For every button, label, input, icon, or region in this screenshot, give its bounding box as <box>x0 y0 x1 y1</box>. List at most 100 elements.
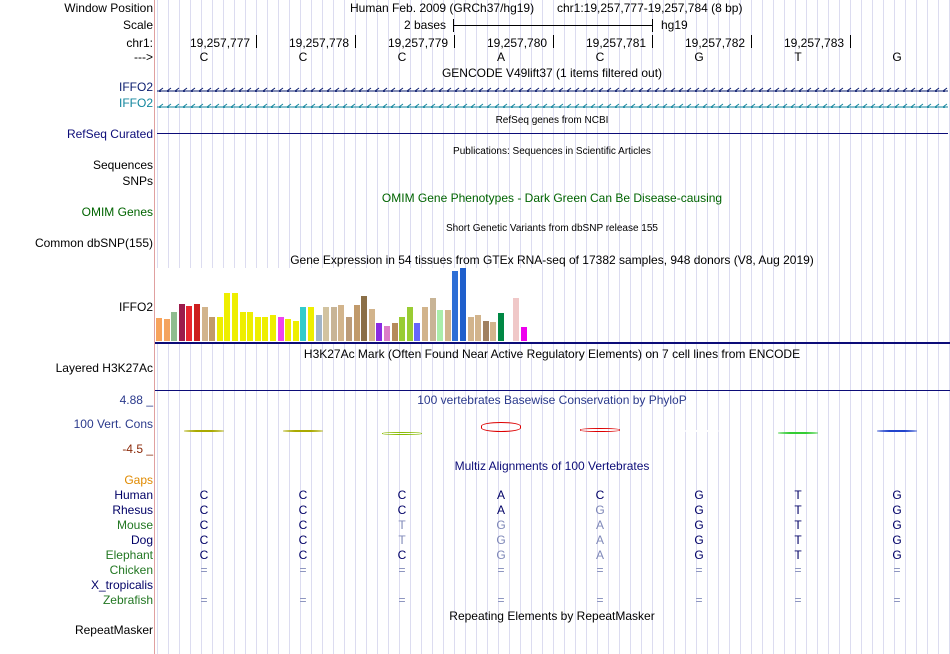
gtex-tissue-bar[interactable] <box>437 310 444 341</box>
gtex-tissue-bar[interactable] <box>467 317 474 341</box>
gtex-tissue-bar[interactable] <box>353 305 360 341</box>
gtex-tissue-bar[interactable] <box>399 317 406 341</box>
gtex-gene-label[interactable]: IFFO2 <box>118 300 153 314</box>
gtex-tissue-bar[interactable] <box>178 304 185 341</box>
omim-label[interactable]: OMIM Genes <box>81 205 153 219</box>
phylop-score-mark[interactable] <box>382 432 422 435</box>
gtex-tissue-bar[interactable] <box>361 296 368 341</box>
multiz-species-label[interactable]: Mouse <box>116 518 153 532</box>
repeatmasker-label[interactable]: RepeatMasker <box>74 623 153 637</box>
gtex-tissue-bar[interactable] <box>338 305 345 341</box>
gtex-tissue-bar[interactable] <box>475 315 482 341</box>
gencode-gene-1[interactable] <box>157 84 948 92</box>
refseq-track-title[interactable]: RefSeq genes from NCBI <box>495 115 609 126</box>
phylop-score-mark[interactable] <box>877 430 917 432</box>
gtex-tissue-bar[interactable] <box>216 317 223 341</box>
base-letter[interactable]: G <box>694 50 704 64</box>
gtex-tissue-bar[interactable] <box>292 321 299 341</box>
gtex-tissue-bar[interactable] <box>209 317 216 341</box>
gtex-tissue-bar[interactable] <box>323 307 330 341</box>
dbsnp-label[interactable]: Common dbSNP(155) <box>34 236 153 250</box>
gtex-tissue-bar[interactable] <box>482 321 489 341</box>
gtex-tissue-bar[interactable] <box>300 307 307 341</box>
gtex-tissue-bar[interactable] <box>520 327 527 341</box>
phylop-score-mark[interactable] <box>580 428 620 432</box>
gtex-tissue-bar[interactable] <box>201 307 208 341</box>
gencode-item-label-2[interactable]: IFFO2 <box>118 96 153 110</box>
multiz-species-label[interactable]: Human <box>114 488 153 502</box>
publications-track-title[interactable]: Publications: Sequences in Scientific Ar… <box>453 146 651 157</box>
gtex-tissue-bar[interactable] <box>232 293 238 341</box>
gtex-tissue-bar[interactable] <box>346 317 352 341</box>
base-letter[interactable]: C <box>298 50 308 64</box>
dbsnp-track-title[interactable]: Short Genetic Variants from dbSNP releas… <box>446 223 658 234</box>
gtex-tissue-bar[interactable] <box>414 323 421 341</box>
repeatmasker-track-title[interactable]: Repeating Elements by RepeatMasker <box>449 609 655 623</box>
multiz-species-label[interactable]: Elephant <box>105 548 153 562</box>
gtex-tissue-bar[interactable] <box>490 322 497 341</box>
base-letter[interactable]: C <box>595 50 605 64</box>
gtex-track-title[interactable]: Gene Expression in 54 tissues from GTEx … <box>290 253 814 267</box>
gtex-tissue-bar[interactable] <box>444 310 451 341</box>
multiz-species-label[interactable]: Zebrafish <box>102 593 153 607</box>
gtex-tissue-bar[interactable] <box>262 317 269 341</box>
gtex-tissue-bar[interactable] <box>254 317 261 341</box>
phylop-score-mark[interactable] <box>184 430 224 432</box>
gtex-tissue-bar[interactable] <box>498 313 504 341</box>
base-letter[interactable]: G <box>892 50 902 64</box>
gtex-tissue-bar[interactable] <box>270 315 276 341</box>
multiz-species-label[interactable]: Dog <box>130 533 153 547</box>
omim-track-title[interactable]: OMIM Gene Phenotypes - Dark Green Can Be… <box>381 191 723 205</box>
h3k27ac-track-title[interactable]: H3K27Ac Mark (Often Found Near Active Re… <box>303 347 801 361</box>
gtex-tissue-bar[interactable] <box>239 312 246 341</box>
base-letter[interactable]: T <box>794 50 802 64</box>
h3k27ac-label[interactable]: Layered H3K27Ac <box>55 361 153 375</box>
gtex-tissue-bar[interactable] <box>156 318 162 341</box>
gencode-track-title[interactable]: GENCODE V49lift37 (1 items filtered out) <box>441 66 663 80</box>
gtex-tissue-bar[interactable] <box>505 326 512 341</box>
gaps-label[interactable]: Gaps <box>124 473 153 487</box>
multiz-species-label[interactable]: X_tropicalis <box>90 578 153 592</box>
gtex-tissue-bar[interactable] <box>384 326 390 341</box>
base-letter[interactable]: A <box>496 50 506 64</box>
base-letter[interactable]: C <box>397 50 407 64</box>
gtex-tissue-bar[interactable] <box>376 323 383 341</box>
gtex-tissue-bar[interactable] <box>429 298 436 341</box>
gencode-gene-2[interactable] <box>157 100 948 108</box>
gtex-tissue-bar[interactable] <box>452 271 459 341</box>
phylop-score-mark[interactable] <box>283 430 323 432</box>
gtex-tissue-bar[interactable] <box>315 315 322 341</box>
gtex-tissue-bar[interactable] <box>513 298 520 341</box>
phylop-score-mark[interactable] <box>679 430 719 432</box>
refseq-label[interactable]: RefSeq Curated <box>66 127 153 141</box>
gtex-tissue-bar[interactable] <box>277 317 284 341</box>
gtex-tissue-bar[interactable] <box>171 312 178 341</box>
phylop-label[interactable]: 100 Vert. Cons <box>73 417 153 431</box>
multiz-species-label[interactable]: Chicken <box>109 563 153 577</box>
gtex-tissue-bar[interactable] <box>308 307 314 341</box>
base-letter[interactable]: C <box>199 50 209 64</box>
phylop-score-mark[interactable] <box>481 422 521 432</box>
gtex-tissue-bar[interactable] <box>391 323 398 341</box>
refseq-gene-line[interactable] <box>157 133 948 134</box>
phylop-track-title[interactable]: 100 vertebrates Basewise Conservation by… <box>417 393 687 407</box>
gtex-tissue-bar[interactable] <box>224 293 231 341</box>
snps-label[interactable]: SNPs <box>122 174 153 188</box>
gtex-tissue-bar[interactable] <box>406 307 413 341</box>
sequences-label[interactable]: Sequences <box>92 158 153 172</box>
gtex-tissue-bar[interactable] <box>285 319 292 341</box>
gtex-tissue-bar[interactable] <box>163 319 170 341</box>
phylop-score-mark[interactable] <box>778 432 818 434</box>
gtex-tissue-bar[interactable] <box>330 307 337 341</box>
gencode-item-label-1[interactable]: IFFO2 <box>118 80 153 94</box>
gtex-tissue-bar[interactable] <box>422 307 428 341</box>
gtex-tissue-bar[interactable] <box>186 306 193 341</box>
multiz-base: G <box>892 518 902 532</box>
gtex-tissue-bar[interactable] <box>194 304 200 341</box>
gtex-tissue-bar[interactable] <box>460 268 466 341</box>
gtex-tissue-bar[interactable] <box>247 312 254 341</box>
multiz-track-title[interactable]: Multiz Alignments of 100 Vertebrates <box>454 459 650 473</box>
multiz-species-label[interactable]: Rhesus <box>112 503 153 517</box>
gtex-tissue-bar[interactable] <box>368 309 375 341</box>
